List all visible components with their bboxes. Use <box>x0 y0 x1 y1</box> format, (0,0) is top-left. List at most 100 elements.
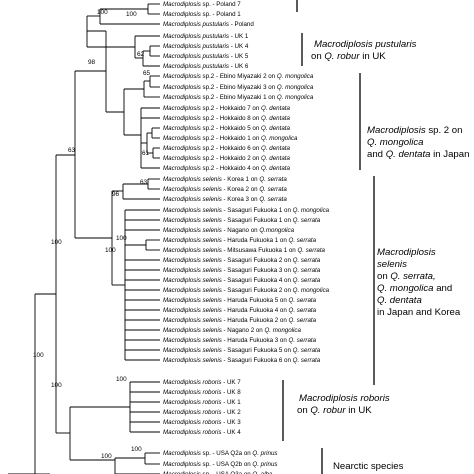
leaf-species: Macrodiplosis roboris <box>163 419 221 426</box>
leaf-locality: sp. - USA Q2b on <box>201 461 253 468</box>
leaf-locality: sp. - Poland 1 <box>201 11 241 18</box>
leaf-locality: - Sasaguri Fukuoka 5 on <box>222 347 293 354</box>
leaf-host: Q. serrata <box>289 297 317 304</box>
leaf-locality: sp. - USA Q2a on <box>201 450 253 457</box>
leaf-host: Q. serrata <box>289 317 317 324</box>
leaf-host: Q. serrata <box>293 357 321 364</box>
leaf-host: Q. serrata <box>297 247 325 254</box>
leaf-host: Q. mongolica <box>264 327 301 334</box>
leaf-label: Macrodiplosis roboris - UK 4 <box>163 429 241 436</box>
leaf-species: Macrodiplosis <box>163 461 201 468</box>
bootstrap-value: 100 <box>51 382 62 389</box>
leaf-label: Macrodiplosis selenis - Haruda Fukuoka 3… <box>163 337 317 344</box>
leaf-label: Macrodiplosis pustularis - UK 5 <box>163 53 249 60</box>
leaf-species: Macrodiplosis selenis <box>163 357 222 364</box>
leaf-host: Q. serrata <box>293 267 321 274</box>
leaf-host: Q. serrata <box>293 347 321 354</box>
leaf-label: Macrodiplosis selenis - Haruda Fukuoka 5… <box>163 297 317 304</box>
leaf-species: Macrodiplosis pustularis <box>163 33 229 40</box>
leaf-locality: - Haruda Fukuoka 1 on <box>222 237 289 244</box>
leaf-label: Macrodiplosis selenis - Sasaguri Fukuoka… <box>163 347 321 354</box>
leaf-species: Macrodiplosis selenis <box>163 327 222 334</box>
svg-text:and Q. dentata in Japan: and Q. dentata in Japan <box>367 149 469 160</box>
bootstrap-value: 100 <box>33 352 44 359</box>
leaf-label: Macrodiplosis pustularis - UK 6 <box>163 63 249 70</box>
leaf-locality: - Nagano on <box>222 227 260 234</box>
leaf-host: Q. mongolica <box>261 135 298 142</box>
leaf-locality: - Korea 1 on <box>222 176 260 183</box>
svg-text:selenis: selenis <box>377 259 407 270</box>
leaf-label: Macrodiplosis roboris - UK 8 <box>163 389 241 396</box>
leaf-label: Macrodiplosis selenis - Sasaguri Fukuoka… <box>163 357 321 364</box>
tree-branches <box>8 3 160 474</box>
bootstrap-value: 63 <box>140 179 148 186</box>
leaf-species: Macrodiplosis pustularis <box>163 21 229 28</box>
bootstrap-value: 100 <box>51 239 62 246</box>
leaf-locality: - UK 4 <box>221 429 241 436</box>
leaf-host: Q. serrata <box>259 186 287 193</box>
leaf-label: Macrodiplosis selenis - Korea 3 on Q. se… <box>163 196 287 203</box>
bootstrap-value: 65 <box>143 70 151 77</box>
leaf-label: Macrodiplosis selenis - Korea 1 on Q. se… <box>163 176 287 183</box>
svg-text:Q. dentata: Q. dentata <box>377 295 422 306</box>
leaf-species: Macrodiplosis selenis <box>163 317 222 324</box>
bootstrap-value: 100 <box>116 235 127 242</box>
group-label-roboris: Macrodiplosis roboris on Q. robur in UK <box>297 393 390 416</box>
leaf-label: Macrodiplosis sp. - USA Q2b on Q. prinus <box>163 461 278 468</box>
leaf-labels: Macrodiplosis sp. - Poland 7Macrodiplosi… <box>163 1 330 474</box>
leaf-locality: - Haruda Fukuoka 5 on <box>222 297 289 304</box>
leaf-host: Q. mongolica <box>277 73 314 80</box>
leaf-host: Q. dentata <box>261 105 290 112</box>
leaf-species: Macrodiplosis <box>163 471 201 474</box>
leaf-locality: - Sasaguri Fukuoka 3 on <box>222 267 293 274</box>
leaf-species: Macrodiplosis roboris <box>163 409 221 416</box>
leaf-species: Macrodiplosis <box>163 1 201 8</box>
leaf-host: Q. dentata <box>261 155 290 162</box>
svg-text:Macrodiplosis sp. 2 on: Macrodiplosis sp. 2 on <box>367 125 462 136</box>
leaf-species: Macrodiplosis <box>163 115 201 122</box>
leaf-locality: - UK 8 <box>221 389 241 396</box>
bootstrap-value: 62 <box>137 51 145 58</box>
leaf-species: Macrodiplosis selenis <box>163 217 222 224</box>
leaf-label: Macrodiplosis selenis - Sasaguri Fukuoka… <box>163 287 330 294</box>
leaf-host: Q. dentata <box>261 125 290 132</box>
group-label-sp2: Macrodiplosis sp. 2 on Q. mongolica and … <box>367 125 469 160</box>
leaf-locality: - UK 7 <box>221 379 241 386</box>
leaf-species: Macrodiplosis <box>163 84 201 91</box>
group-brackets <box>282 0 375 474</box>
leaf-species: Macrodiplosis selenis <box>163 207 222 214</box>
leaf-label: Macrodiplosis pustularis - UK 1 <box>163 33 249 40</box>
leaf-species: Macrodiplosis pustularis <box>163 63 229 70</box>
leaf-locality: sp. - Poland 7 <box>201 1 241 8</box>
group-label-pustularis: Macrodiplosis pustularis on Q. robur in … <box>311 39 417 62</box>
bootstrap-value: 100 <box>126 11 137 18</box>
leaf-label: Macrodiplosis selenis - Korea 2 on Q. se… <box>163 186 287 193</box>
leaf-locality: sp.2 - Hokkaido 1 on <box>201 135 261 142</box>
leaf-species: Macrodiplosis selenis <box>163 237 222 244</box>
leaf-label: Macrodiplosis sp.2 - Ebino Miyazaki 2 on… <box>163 73 314 80</box>
bootstrap-value: 100 <box>105 247 116 254</box>
leaf-host: Q. alba <box>252 471 273 474</box>
leaf-species: Macrodiplosis selenis <box>163 196 222 203</box>
leaf-host: Q. mongolica <box>293 207 330 214</box>
svg-text:on Q. robur in UK: on Q. robur in UK <box>311 51 386 62</box>
leaf-host: Q.mongolica <box>259 227 294 234</box>
leaf-species: Macrodiplosis selenis <box>163 186 222 193</box>
leaf-locality: - Sasaguri Fukuoka 2 on <box>222 287 293 294</box>
leaf-species: Macrodiplosis <box>163 145 201 152</box>
leaf-host: Q. serrata <box>293 257 321 264</box>
leaf-species: Macrodiplosis <box>163 73 201 80</box>
leaf-locality: sp.2 - Hokkaido 7 on <box>201 105 261 112</box>
svg-text:on Q. serrata,: on Q. serrata, <box>377 271 436 282</box>
leaf-locality: sp.2 - Hokkaido 8 on <box>201 115 261 122</box>
leaf-locality: - Sasaguri Fukuoka 1 on <box>222 207 293 214</box>
bootstrap-value: 63 <box>68 147 76 154</box>
leaf-host: Q. dentata <box>261 165 290 172</box>
bootstrap-value: 100 <box>101 453 112 460</box>
leaf-species: Macrodiplosis selenis <box>163 257 222 264</box>
leaf-label: Macrodiplosis selenis - Haruda Fukuoka 2… <box>163 317 317 324</box>
leaf-locality: - UK 2 <box>221 409 241 416</box>
leaf-locality: sp.2 - Hokkaido 4 on <box>201 165 261 172</box>
leaf-label: Macrodiplosis sp.2 - Hokkaido 1 on Q. mo… <box>163 135 298 142</box>
